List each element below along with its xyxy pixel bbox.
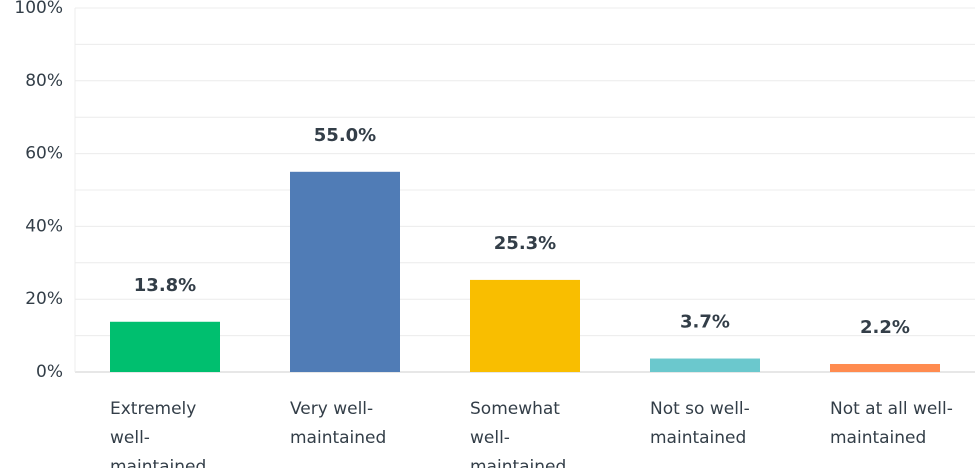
y-tick-label: 0% bbox=[36, 362, 63, 382]
value-label: 13.8% bbox=[134, 275, 196, 296]
bar bbox=[110, 321, 220, 372]
value-label: 55.0% bbox=[314, 125, 376, 146]
x-tick-label: Extremely well-maintained bbox=[110, 399, 207, 468]
bar bbox=[650, 358, 760, 372]
bar bbox=[830, 363, 940, 372]
value-label: 3.7% bbox=[680, 312, 730, 333]
value-label: 25.3% bbox=[494, 233, 556, 254]
x-tick-label: Somewhat well-maintained bbox=[470, 399, 567, 468]
y-tick-label: 20% bbox=[25, 289, 63, 309]
x-tick-label: Not at all well-maintained bbox=[830, 399, 953, 448]
y-tick-label: 60% bbox=[25, 144, 63, 164]
x-tick-label: Very well-maintained bbox=[290, 399, 387, 448]
value-label: 2.2% bbox=[860, 317, 910, 338]
y-tick-label: 80% bbox=[25, 71, 63, 91]
x-tick-label: Not so well-maintained bbox=[650, 399, 750, 448]
y-tick-label: 40% bbox=[25, 216, 63, 236]
bar bbox=[290, 171, 400, 372]
bar bbox=[470, 279, 580, 372]
y-tick-label: 100% bbox=[14, 0, 63, 18]
